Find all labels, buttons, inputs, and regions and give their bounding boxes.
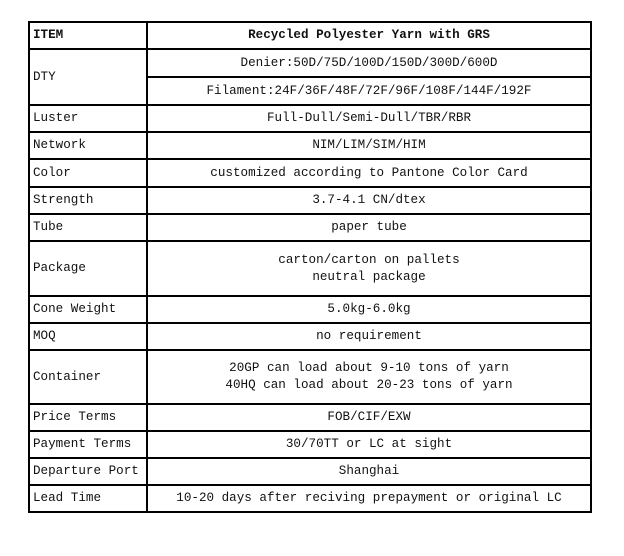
row-label: MOQ [28,322,148,351]
table-row: Strength 3.7-4.1 CN/dtex [28,186,592,215]
row-value: NIM/LIM/SIM/HIM [146,131,592,160]
row-value: 3.7-4.1 CN/dtex [146,186,592,215]
table-row: Package carton/carton on pallets neutral… [28,240,592,297]
row-value: Filament:24F/36F/48F/72F/96F/108F/144F/1… [146,76,592,106]
row-value: 30/70TT or LC at sight [146,430,592,459]
value-line: neutral package [312,269,426,284]
row-value: Full-Dull/Semi-Dull/TBR/RBR [146,104,592,133]
row-value: no requirement [146,322,592,351]
row-label: Payment Terms [28,430,148,459]
row-value: Shanghai [146,457,592,486]
row-label: Tube [28,213,148,242]
row-value: 5.0kg-6.0kg [146,295,592,324]
table-row: Lead Time 10-20 days after reciving prep… [28,484,592,513]
row-label: Network [28,131,148,160]
row-label: Cone Weight [28,295,148,324]
row-label: Strength [28,186,148,215]
value-line: 40HQ can load about 20-23 tons of yarn [225,378,513,392]
table-row: DTY Denier:50D/75D/100D/150D/300D/600D [28,48,592,106]
header-title: Recycled Polyester Yarn with GRS [146,21,592,50]
row-value: customized according to Pantone Color Ca… [146,158,592,188]
row-value: paper tube [146,213,592,242]
header-item: ITEM [28,21,148,50]
row-value: carton/carton on pallets neutral package [146,240,592,297]
table-header-row: ITEM Recycled Polyester Yarn with GRS [28,21,592,50]
table-row: Payment Terms 30/70TT or LC at sight [28,430,592,459]
table-row: Luster Full-Dull/Semi-Dull/TBR/RBR [28,104,592,133]
row-label: Package [28,240,148,297]
row-label: Luster [28,104,148,133]
table-row: Color customized according to Pantone Co… [28,158,592,188]
row-label: Container [28,349,148,405]
value-line: carton/carton on pallets [278,252,460,267]
row-value: 10-20 days after reciving prepayment or … [146,484,592,513]
table-row: Filament:24F/36F/48F/72F/96F/108F/144F/1… [29,76,592,106]
table-row: Cone Weight 5.0kg-6.0kg [28,295,592,324]
row-label: Lead Time [28,484,148,513]
value-line: 20GP can load about 9-10 tons of yarn [229,361,509,375]
table-row: Container 20GP can load about 9-10 tons … [28,349,592,405]
row-label: DTY [28,48,148,106]
row-value: FOB/CIF/EXW [146,403,592,432]
row-label: Price Terms [28,403,148,432]
table-row: Departure Port Shanghai [28,457,592,486]
row-value: 20GP can load about 9-10 tons of yarn 40… [146,349,592,405]
row-label: Color [28,158,148,188]
table-row: MOQ no requirement [28,322,592,351]
spec-table: ITEM Recycled Polyester Yarn with GRS DT… [28,21,592,513]
table-row: Tube paper tube [28,213,592,242]
row-value: Denier:50D/75D/100D/150D/300D/600D [146,48,592,78]
table-row: Network NIM/LIM/SIM/HIM [28,131,592,160]
table-row: Price Terms FOB/CIF/EXW [28,403,592,432]
row-label: Departure Port [28,457,148,486]
